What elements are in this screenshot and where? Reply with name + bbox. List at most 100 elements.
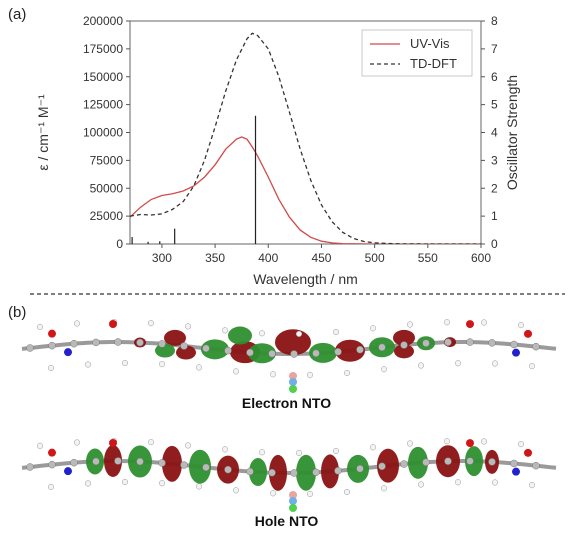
panel-divider xyxy=(30,293,565,295)
hole-nto-molecule xyxy=(21,437,557,512)
hydrogen-atom xyxy=(84,480,92,487)
hydrogen-atom xyxy=(332,328,340,336)
hydrogen-atom xyxy=(36,442,44,449)
y-right-tick-label: 6 xyxy=(491,70,498,84)
fluorine-atom xyxy=(289,496,297,505)
orbital-lobe xyxy=(189,449,211,484)
hydrogen-atom xyxy=(295,330,303,337)
y-left-tick-label: 150000 xyxy=(83,70,123,84)
carbon-atom xyxy=(48,460,56,469)
carbon-atom xyxy=(400,460,408,468)
hydrogen-atom xyxy=(232,487,240,494)
carbon-atom xyxy=(70,458,78,467)
hydrogen-atom xyxy=(406,321,414,328)
y-left-tick-label: 125000 xyxy=(83,98,123,112)
hydrogen-atom xyxy=(528,482,536,489)
carbon-atom xyxy=(422,458,430,466)
x-tick-label: 400 xyxy=(258,251,278,265)
hydrogen-atom xyxy=(258,330,266,337)
legend-box xyxy=(361,29,473,77)
carbon-atom xyxy=(26,344,34,352)
hydrogen-atom xyxy=(269,490,277,497)
hydrogen-atom xyxy=(380,366,388,373)
electron-nto-label: Electron NTO xyxy=(241,395,332,411)
fluorine-atom xyxy=(289,384,297,393)
oxygen-atom xyxy=(524,448,532,457)
carbon-atom xyxy=(532,461,540,470)
fluorine-atom xyxy=(289,377,297,386)
carbon-atom xyxy=(246,348,254,357)
hydrogen-atom xyxy=(147,320,155,327)
y-left-tick-label: 75000 xyxy=(90,153,124,167)
hydrogen-atom xyxy=(47,483,55,490)
orbital-lobe xyxy=(393,329,415,346)
hydrogen-atom xyxy=(84,361,92,368)
hydrogen-atom xyxy=(221,446,229,453)
oxygen-atom xyxy=(109,439,117,448)
carbon-atom xyxy=(444,457,452,465)
hydrogen-atom xyxy=(480,438,488,445)
hydrogen-atom xyxy=(221,327,229,334)
carbon-atom xyxy=(290,469,298,477)
carbon-atom xyxy=(136,457,144,466)
x-tick-label: 600 xyxy=(471,251,491,265)
hydrogen-atom xyxy=(443,438,451,445)
hydrogen-atom xyxy=(406,440,414,447)
hydrogen-atom xyxy=(491,360,499,367)
carbon-atom xyxy=(224,465,232,474)
carbon-atom xyxy=(422,339,430,347)
oxygen-atom xyxy=(109,320,117,329)
fluorine-atom xyxy=(289,503,297,512)
orbital-lobe xyxy=(228,326,252,345)
x-tick-label: 350 xyxy=(205,251,225,265)
oxygen-atom xyxy=(48,448,56,457)
legend-entry: TD-DFT xyxy=(410,56,457,71)
hydrogen-atom xyxy=(343,488,351,496)
hydrogen-atom xyxy=(480,319,488,326)
carbon-atom xyxy=(158,340,166,348)
y-right-axis-label: Oscillator Strength xyxy=(504,75,520,190)
panel-a-label: (a) xyxy=(8,6,27,23)
x-tick-label: 550 xyxy=(418,251,438,265)
orbital-lobe xyxy=(275,329,311,356)
hydrogen-atom xyxy=(306,490,314,497)
hydrogen-atom xyxy=(195,364,203,371)
orbital-lobe xyxy=(104,445,122,478)
x-tick-label: 300 xyxy=(152,251,172,265)
hydrogen-atom xyxy=(121,478,129,486)
carbon-atom xyxy=(268,349,276,358)
hydrogen-atom xyxy=(380,485,388,492)
hydrogen-atom xyxy=(443,319,451,326)
carbon-atom xyxy=(246,467,254,476)
carbon-atom xyxy=(532,342,540,351)
carbon-atom xyxy=(488,339,496,347)
carbon-atom xyxy=(488,458,496,466)
hydrogen-atom xyxy=(232,368,240,375)
carbon-atom xyxy=(48,341,56,350)
carbon-atom xyxy=(444,338,452,346)
y-right-tick-label: 1 xyxy=(491,209,498,223)
x-tick-label: 450 xyxy=(311,251,331,265)
orbital-lobe xyxy=(321,454,339,489)
carbon-atom xyxy=(510,459,518,468)
hydrogen-atom xyxy=(36,323,44,330)
hydrogen-atom xyxy=(184,323,192,330)
carbon-atom xyxy=(180,461,188,469)
td-dft-line xyxy=(130,32,481,244)
nitrogen-atom xyxy=(512,348,520,357)
hydrogen-atom xyxy=(73,439,81,446)
y-left-axis-label: ε / cm⁻¹ M⁻¹ xyxy=(35,94,51,171)
carbon-atom xyxy=(312,349,320,358)
carbon-atom xyxy=(356,345,364,354)
x-axis-label: Wavelength / nm xyxy=(253,271,358,287)
carbon-atom xyxy=(180,342,188,350)
oxygen-atom xyxy=(524,329,532,338)
orbital-lobe xyxy=(248,343,276,364)
orbital-lobe xyxy=(164,329,186,346)
carbon-atom xyxy=(268,468,276,477)
oxygen-atom xyxy=(466,439,474,448)
hydrogen-atom xyxy=(417,481,425,488)
orbital-lobe xyxy=(335,339,365,362)
y-right-tick-label: 2 xyxy=(491,181,498,195)
